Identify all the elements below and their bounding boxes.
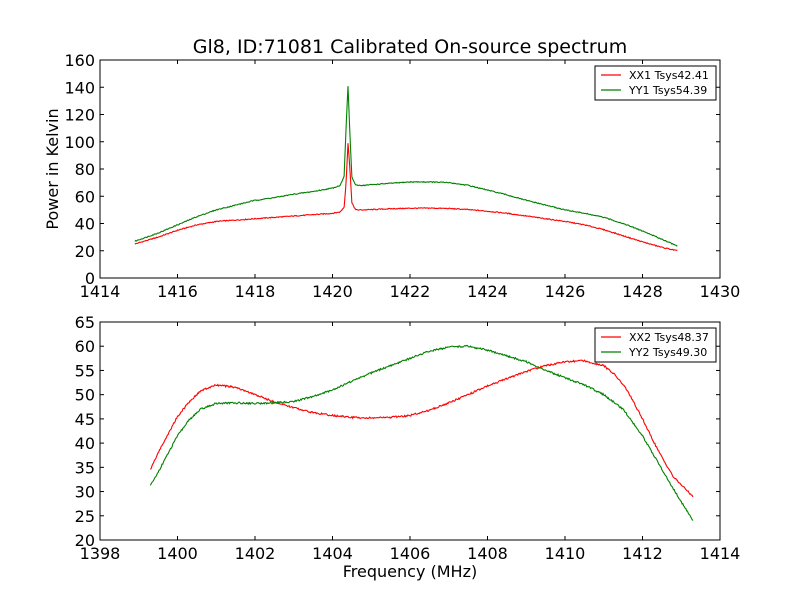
legend-box: [594, 65, 717, 101]
y-tick-label: 80: [75, 160, 95, 179]
y-tick-label: 0: [85, 269, 95, 288]
y-tick-label: 25: [75, 507, 95, 526]
y-tick-label: 120: [64, 106, 95, 125]
y-tick-label: 30: [75, 483, 95, 502]
y-tick-label: 55: [75, 361, 95, 380]
x-tick-label: 1402: [235, 544, 276, 563]
series-line-xx1: [134, 143, 678, 251]
legend-box: [594, 327, 717, 363]
x-tick-label: 1428: [622, 282, 663, 301]
x-tick-label: 1398: [80, 544, 121, 563]
y-tick-label: 40: [75, 215, 95, 234]
y-tick-label: 65: [75, 313, 95, 332]
y-tick-label: 40: [75, 434, 95, 453]
y-tick-label: 140: [64, 78, 95, 97]
y-tick-label: 60: [75, 187, 95, 206]
bottom-panel: 1398 1400 1402 1404 1406 1408 1410 1412 1414 20 25…: [75, 313, 741, 581]
legend: XX1 Tsys42.41 YY1 Tsys54.39: [594, 65, 717, 101]
y-tick-label: 160: [64, 51, 95, 70]
x-tick-label: 1416: [157, 282, 198, 301]
x-tick-label: 1414: [700, 544, 741, 563]
y-tick-label: 60: [75, 337, 95, 356]
series-line-yy1: [134, 86, 678, 247]
series-line-yy2: [149, 344, 694, 521]
x-tick-label: 1422: [390, 282, 431, 301]
x-tick-label: 1430: [700, 282, 741, 301]
y-axis-label: Power in Kelvin: [43, 108, 62, 229]
x-tick-label: 1408: [467, 544, 508, 563]
y-tick-label: 20: [75, 531, 95, 550]
series-line-xx2: [149, 359, 694, 498]
x-tick-label: 1426: [545, 282, 586, 301]
y-tick-label: 45: [75, 410, 95, 429]
top-panel: 1414 1416 1418 1420 1422 1424 1426 1428 1430 0 20 4…: [43, 51, 740, 301]
chart-title: Gl8, ID:71081 Calibrated On-source spect…: [193, 36, 627, 58]
x-tick-label: 1414: [80, 282, 121, 301]
legend-label: XX2 Tsys48.37: [629, 331, 709, 344]
x-tick-label: 1412: [622, 544, 663, 563]
legend: XX2 Tsys48.37 YY2 Tsys49.30: [594, 327, 717, 363]
x-axis-label: Frequency (MHz): [343, 562, 477, 581]
y-tick-label: 50: [75, 386, 95, 405]
x-tick-label: 1404: [312, 544, 353, 563]
y-tick-label: 20: [75, 242, 95, 261]
x-tick-label: 1400: [157, 544, 198, 563]
legend-label: YY2 Tsys49.30: [628, 346, 707, 359]
x-tick-label: 1406: [390, 544, 431, 563]
y-tick-label: 100: [64, 133, 95, 152]
legend-label: XX1 Tsys42.41: [629, 69, 709, 82]
x-tick-label: 1424: [467, 282, 508, 301]
x-tick-label: 1420: [312, 282, 353, 301]
x-tick-label: 1410: [545, 544, 586, 563]
y-tick-label: 35: [75, 458, 95, 477]
legend-label: YY1 Tsys54.39: [628, 84, 707, 97]
x-tick-label: 1418: [235, 282, 276, 301]
